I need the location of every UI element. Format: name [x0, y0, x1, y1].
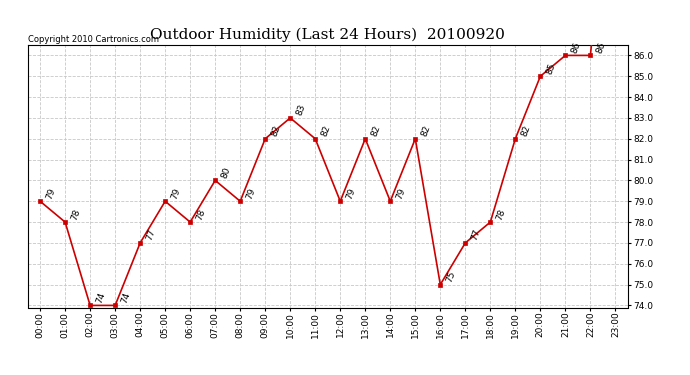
Text: 74: 74 [95, 291, 107, 304]
Text: 82: 82 [420, 124, 432, 138]
Text: 80: 80 [219, 166, 232, 180]
Text: 78: 78 [195, 207, 207, 221]
Text: 98: 98 [0, 374, 1, 375]
Text: 74: 74 [119, 291, 132, 304]
Text: 79: 79 [244, 187, 257, 201]
Title: Outdoor Humidity (Last 24 Hours)  20100920: Outdoor Humidity (Last 24 Hours) 2010092… [150, 28, 505, 42]
Text: Copyright 2010 Cartronics.com: Copyright 2010 Cartronics.com [28, 35, 159, 44]
Text: 75: 75 [444, 270, 457, 284]
Text: 82: 82 [319, 124, 332, 138]
Text: 78: 78 [495, 207, 507, 221]
Text: 83: 83 [295, 103, 307, 117]
Text: 86: 86 [569, 41, 582, 55]
Text: 79: 79 [344, 187, 357, 201]
Text: 86: 86 [595, 41, 607, 55]
Text: 77: 77 [144, 228, 157, 242]
Text: 79: 79 [44, 187, 57, 201]
Text: 82: 82 [520, 124, 532, 138]
Text: 78: 78 [69, 207, 81, 221]
Text: 82: 82 [269, 124, 282, 138]
Text: 82: 82 [369, 124, 382, 138]
Text: 77: 77 [469, 228, 482, 242]
Text: 85: 85 [544, 62, 557, 75]
Text: 79: 79 [169, 187, 181, 201]
Text: 79: 79 [395, 187, 407, 201]
